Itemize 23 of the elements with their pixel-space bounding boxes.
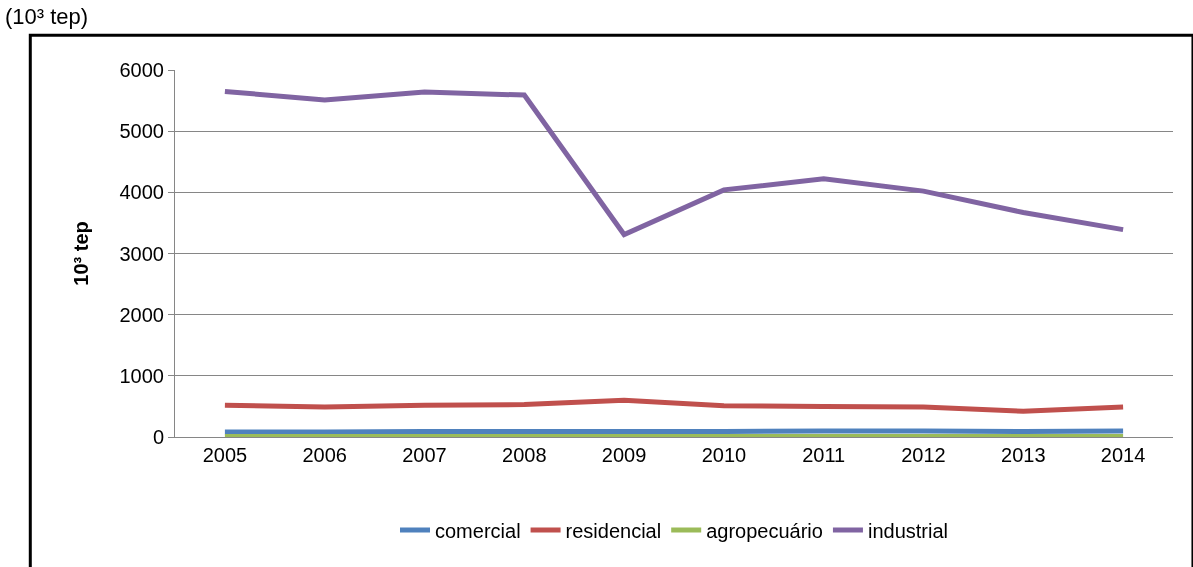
legend-label: comercial (435, 519, 521, 542)
y-axis-title: 10³ tep (70, 221, 92, 286)
text: (10³ tep) (5, 4, 89, 29)
x-tick-label: 2014 (1100, 444, 1146, 466)
y-tick-label: 3000 (119, 242, 164, 265)
y-tick-label: 5000 (119, 120, 164, 143)
x-tick-label: 2009 (601, 444, 647, 466)
y-tick-label: 6000 (119, 59, 164, 81)
y-tick-label: 4000 (119, 181, 164, 204)
y-tick-label: 2000 (119, 303, 164, 326)
x-tick-label: 2007 (402, 444, 447, 466)
legend-label: residencial (565, 519, 662, 542)
x-tick-label: 2005 (202, 444, 248, 466)
x-tick-label: 2013 (1001, 444, 1046, 466)
legend-label: agropecuário (706, 519, 823, 542)
x-tick-label: 2008 (502, 444, 547, 466)
x-tick-label: 2010 (701, 444, 747, 466)
legend-label: industrial (867, 519, 948, 542)
y-tick-label: 0 (152, 426, 164, 448)
x-tick-label: 2011 (802, 444, 846, 466)
x-tick-label: 2006 (302, 444, 347, 466)
y-tick-label: 1000 (119, 364, 164, 387)
x-tick-label: 2012 (901, 444, 946, 466)
